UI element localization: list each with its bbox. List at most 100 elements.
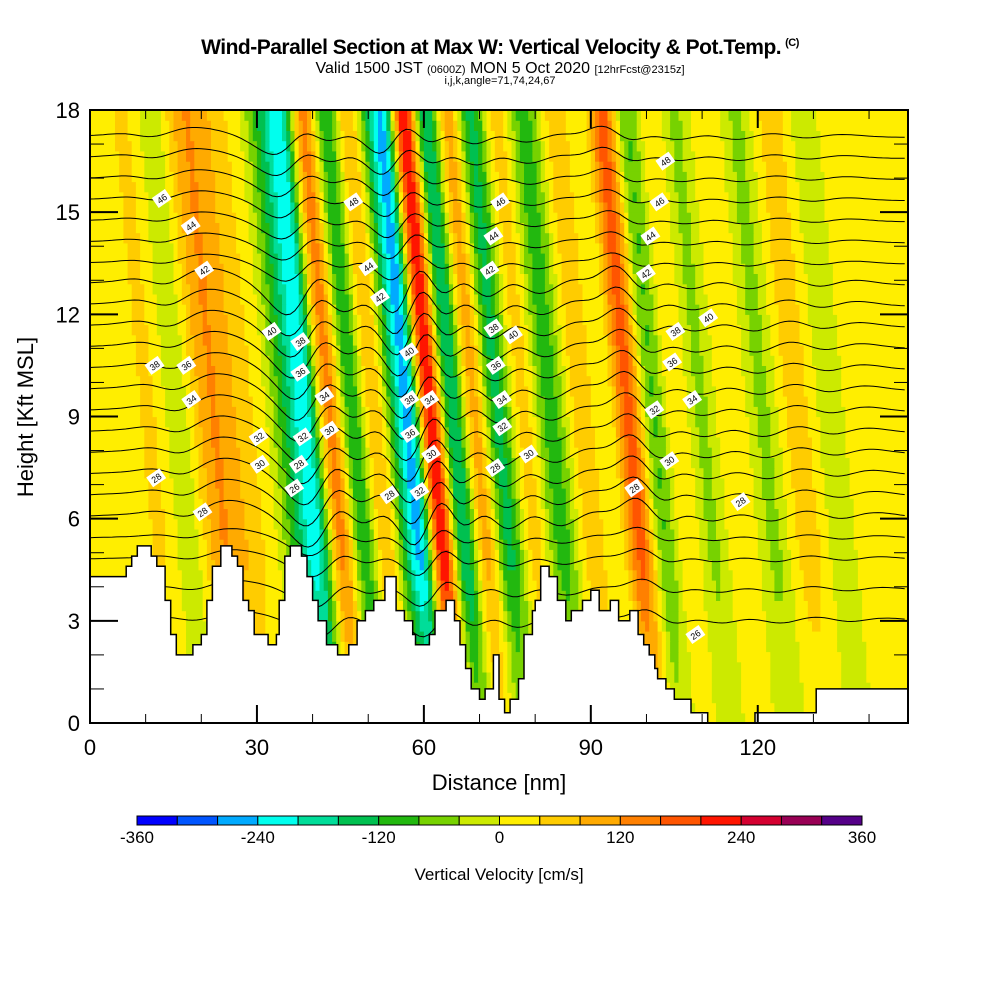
velocity-cell — [261, 528, 279, 540]
velocity-cell — [640, 171, 646, 183]
velocity-cell — [478, 161, 483, 172]
velocity-cell — [348, 426, 362, 438]
velocity-cell — [732, 273, 746, 285]
velocity-cell — [657, 375, 667, 387]
velocity-cell — [749, 436, 759, 448]
velocity-cell — [499, 447, 504, 458]
velocity-cell — [469, 396, 479, 407]
velocity-cell — [223, 283, 241, 295]
velocity-cell — [315, 120, 321, 131]
velocity-cell — [448, 161, 458, 172]
velocity-cell — [603, 181, 613, 193]
velocity-cell — [474, 436, 483, 448]
velocity-cell — [640, 406, 646, 418]
velocity-cell — [323, 559, 329, 571]
velocity-cell — [440, 600, 446, 612]
velocity-cell — [244, 518, 262, 530]
velocity-cell — [524, 528, 529, 540]
velocity-cell — [486, 304, 492, 315]
velocity-cell — [636, 467, 642, 479]
velocity-cell — [336, 549, 341, 561]
velocity-cell — [519, 140, 533, 152]
velocity-cell — [277, 447, 283, 458]
velocity-cell — [423, 181, 429, 193]
velocity-cell — [782, 447, 792, 458]
velocity-cell — [382, 120, 387, 131]
velocity-cell — [557, 406, 563, 418]
velocity-cell — [578, 447, 596, 458]
velocity-cell — [307, 304, 312, 315]
velocity-cell — [177, 140, 187, 152]
velocity-cell — [323, 140, 333, 152]
velocity-cell — [386, 293, 392, 305]
velocity-cell — [411, 293, 417, 305]
velocity-cell — [373, 201, 379, 213]
velocity-cell — [332, 222, 341, 234]
velocity-cell — [140, 242, 154, 254]
velocity-cell — [465, 498, 471, 509]
velocity-cell — [665, 651, 671, 663]
velocity-cell — [131, 293, 145, 305]
velocity-cell — [198, 457, 204, 469]
velocity-cell — [482, 191, 488, 203]
velocity-cell — [578, 273, 600, 285]
velocity-cell — [403, 314, 408, 326]
velocity-cell — [315, 263, 321, 274]
velocity-cell — [515, 181, 521, 193]
valid-date: MON 5 Oct 2020 — [469, 60, 590, 77]
velocity-cell — [411, 590, 417, 601]
velocity-cell — [553, 528, 571, 540]
velocity-cell — [569, 477, 575, 489]
velocity-cell — [461, 396, 467, 407]
velocity-cell — [423, 365, 433, 377]
velocity-cell — [778, 528, 788, 540]
velocity-cell — [732, 580, 763, 591]
velocity-cell — [507, 130, 517, 142]
velocity-cell — [607, 355, 613, 366]
velocity-cell — [507, 590, 521, 601]
velocity-cell — [532, 253, 546, 264]
velocity-cell — [369, 508, 375, 520]
velocity-cell — [365, 457, 371, 469]
velocity-cell — [519, 201, 525, 213]
velocity-cell — [423, 263, 429, 274]
velocity-cell — [544, 191, 550, 203]
velocity-cell — [832, 559, 859, 571]
velocity-cell — [394, 508, 400, 520]
velocity-cell — [327, 314, 333, 326]
velocity-cell — [211, 161, 233, 172]
velocity-cell — [419, 436, 425, 448]
velocity-cell — [578, 242, 600, 254]
velocity-cell — [820, 590, 834, 601]
velocity-cell — [711, 355, 742, 366]
velocity-cell — [745, 273, 759, 285]
velocity-cell — [611, 171, 617, 183]
velocity-cell — [515, 477, 521, 489]
velocity-cell — [624, 242, 629, 254]
velocity-cell — [461, 150, 467, 162]
velocity-cell — [365, 467, 371, 479]
velocity-cell — [544, 406, 558, 418]
velocity-cell — [252, 436, 271, 448]
velocity-cell — [803, 385, 817, 397]
velocity-cell — [611, 130, 617, 142]
velocity-cell — [336, 396, 341, 407]
velocity-cell — [528, 293, 533, 305]
velocity-cell — [511, 620, 521, 632]
velocity-cell — [219, 447, 241, 458]
velocity-cell — [469, 263, 475, 274]
velocity-cell — [645, 447, 650, 458]
velocity-cell — [382, 559, 396, 571]
velocity-cell — [595, 161, 600, 172]
velocity-cell — [315, 293, 325, 305]
velocity-cell — [469, 212, 475, 223]
velocity-cell — [336, 600, 341, 612]
velocity-cell — [590, 191, 596, 203]
velocity-cell — [307, 324, 312, 336]
velocity-cell — [519, 314, 525, 326]
velocity-cell — [670, 457, 692, 469]
velocity-cell — [474, 293, 479, 305]
velocity-cell — [482, 375, 488, 387]
velocity-cell — [361, 406, 367, 418]
velocity-cell — [411, 242, 421, 254]
